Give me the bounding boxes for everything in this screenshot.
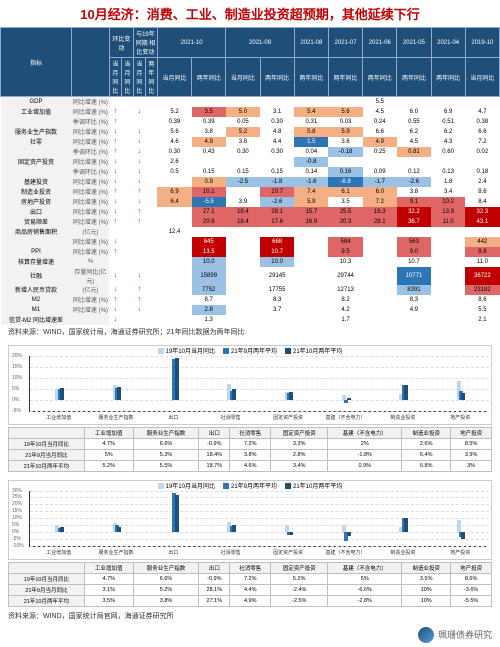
chart2-area: -10%-5%0%5%10%15%20%25%30%工业增加值服务业生产指数出口…: [29, 491, 489, 547]
chart2-data-table: 工业增加值服务业生产指数出口社消零售固定资产投资基建（不含电力）制造业投资地产投…: [8, 562, 492, 607]
chart2-legend: 19年10月当月同比21年9月两年平均21年10月两年平均: [9, 481, 491, 490]
chart1-data-table: 工业增加值服务业生产指数出口社消零售固定资产投资基建（不含电力）制造业投资地产投…: [8, 427, 492, 472]
chart1: 19年10月当月同比21年9月两年平均21年10月两年平均 -5%0%5%10%…: [8, 345, 492, 425]
th-p2: 2021-08: [294, 28, 328, 58]
table-row: 信贷-M2 同比增速差↓1.31.72.1: [1, 315, 500, 325]
table-row: 基建投资同比增速 (%)↓↓0.9-2.5-1.8-1.6-6.9-1.7-2.…: [1, 177, 500, 187]
footer-text: 珮珊债券研究: [438, 628, 492, 641]
table-head: 指标 环比变动 与19年同期 相比变动 2021-10 2021-09 2021…: [1, 28, 500, 97]
chart2: 19年10月当月同比21年9月两年平均21年10月两年平均 -10%-5%0%5…: [8, 480, 492, 560]
table-row: M1同比增速 (%)↓↓2.83.74.24.95.5: [1, 305, 500, 315]
table-row: 社融存量同比(亿元)↓↓1589929145297441077136722: [1, 267, 500, 285]
source-1: 资料来源：WIND，国家统计局，海通证券研究所；21年同比数据为两年同比: [0, 325, 500, 339]
th-vs19: 与19年同期 相比变动: [133, 28, 157, 58]
wechat-icon: [418, 627, 434, 643]
table-row: 新增人民币贷款(亿元)↓↑77521775512713839123182: [1, 285, 500, 295]
th-p0: 2021-10: [157, 28, 225, 58]
table-row: 出口同比增速 (%)↓↑27.118.428.115.725.519.332.2…: [1, 207, 500, 217]
table-row: 同比增速 (%)↓645668584563442: [1, 237, 500, 247]
table-row: M2同比增速 (%)↑↑8.78.38.28.38.6: [1, 295, 500, 305]
chart1-area: -5%0%5%10%15%20%工业增加值服务业生产指数出口社消零售固定资产投资…: [29, 356, 489, 412]
table-row: 制造业投资同比增速 (%)↑↑6.910.110.77.46.16.03.83.…: [1, 187, 500, 197]
th-p1: 2021-09: [226, 28, 294, 58]
table-body: GDP同比增速 (%)5.5工业增加值同比增速 (%)↑↓5.23.55.03.…: [1, 97, 500, 325]
table-row: 季调环比 (%)↓↓0.50.150.150.150.140.160.090.1…: [1, 167, 500, 177]
table-row: 固定资产投资同比增速 (%)↓↓2.6-0.8: [1, 157, 500, 167]
table-row: 贸易顺差同比增速 (%)↑↑20.618.417.616.820.328.136…: [1, 217, 500, 227]
table-row: PPI同比增速 (%)↑13.510.79.59.08.8: [1, 247, 500, 257]
table-row: 社零同比增速 (%)↑↓4.64.93.84.41.53.64.94.54.37…: [1, 137, 500, 147]
th-p7: 2019-10: [465, 28, 499, 58]
table-row: GDP同比增速 (%)5.5: [1, 97, 500, 107]
chart1-container: 19年10月当月同比21年9月两年平均21年10月两年平均 -5%0%5%10%…: [0, 343, 500, 474]
page-title: 10月经济：消费、工业、制造业投资超预期，其他延续下行: [0, 0, 500, 27]
th-p3: 2021-07: [328, 28, 362, 58]
table-row: 核算存量增速%10.010.010.310.711.0: [1, 257, 500, 267]
table-row: 房地产投资同比增速 (%)↓↓6.4-5.53.9-2.65.93.57.29.…: [1, 197, 500, 207]
source-2: 资料来源：WIND，国家统计局官网，海通证券研究所: [0, 609, 500, 623]
table-row: 工业增加值同比增速 (%)↑↓5.23.55.03.15.45.64.56.06…: [1, 107, 500, 117]
th-p6: 2021-04: [431, 28, 465, 58]
main-table: 指标 环比变动 与19年同期 相比变动 2021-10 2021-09 2021…: [0, 27, 500, 325]
th-indicator: 指标: [1, 28, 72, 97]
th-p5: 2021-05: [397, 28, 431, 58]
table-row: 季调环比 (%)↑0.390.390.050.300.310.030.240.5…: [1, 117, 500, 127]
table-row: 商品房销售面积(亿元)12.4: [1, 227, 500, 237]
footer: 珮珊债券研究: [0, 623, 500, 647]
th-p4: 2021-06: [363, 28, 397, 58]
table-row: 季调环比 (%)↑↓0.300.430.300.300.04-0.180.250…: [1, 147, 500, 157]
table-row: 服务业生产指数同比增速 (%)↓↓5.63.85.24.85.85.96.66.…: [1, 127, 500, 137]
chart1-legend: 19年10月当月同比21年9月两年平均21年10月两年平均: [9, 346, 491, 355]
th-chg: 环比变动: [109, 28, 133, 58]
chart2-container: 19年10月当月同比21年9月两年平均21年10月两年平均 -10%-5%0%5…: [0, 478, 500, 609]
